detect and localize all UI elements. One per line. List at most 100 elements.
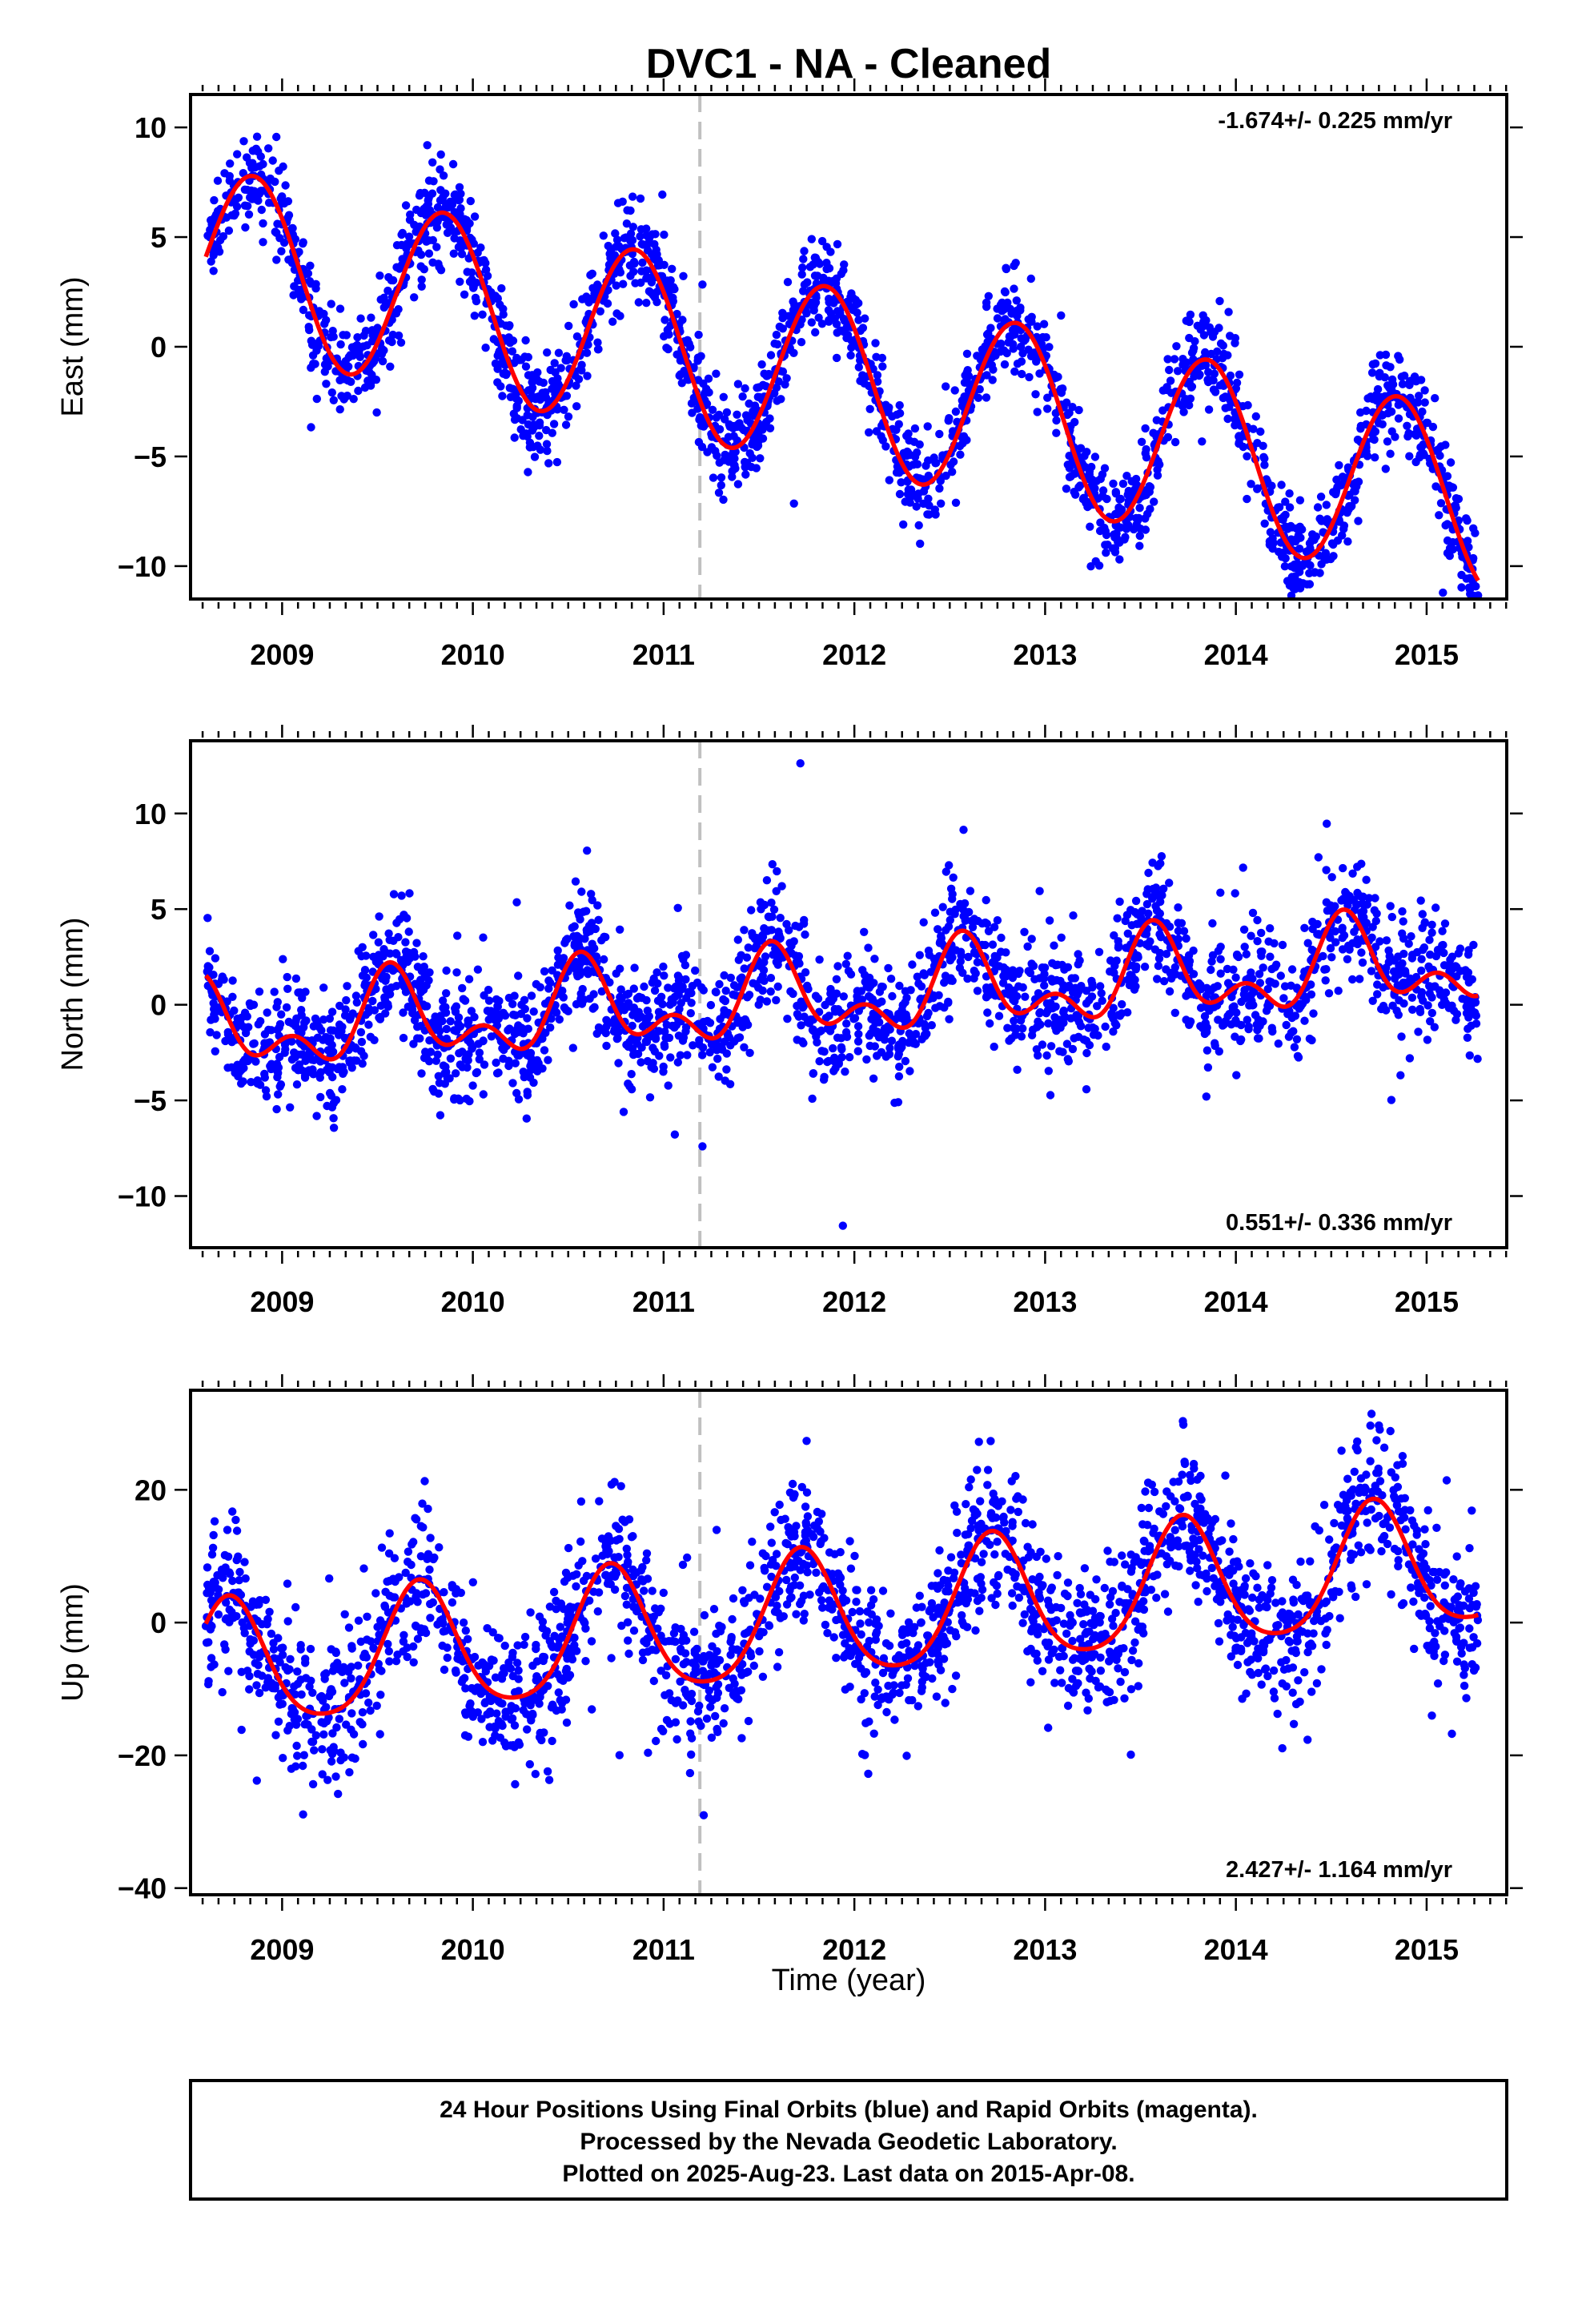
data-point [593, 345, 603, 354]
data-point [822, 259, 831, 267]
data-point [224, 226, 234, 235]
data-point [1248, 908, 1258, 918]
data-point [561, 420, 571, 429]
data-point [277, 199, 287, 208]
data-point [452, 1002, 461, 1011]
data-point [571, 877, 580, 886]
data-point [836, 308, 845, 317]
data-point [1323, 819, 1331, 828]
data-point [559, 954, 568, 963]
data-point [661, 316, 669, 324]
data-point [923, 510, 932, 519]
data-point [1123, 929, 1133, 939]
data-point [283, 213, 292, 223]
data-point [384, 336, 394, 345]
data-point [990, 923, 999, 931]
data-point [1363, 900, 1372, 909]
data-point [255, 987, 264, 996]
data-point [1010, 367, 1019, 376]
data-point [1059, 1019, 1068, 1027]
data-point [877, 982, 886, 991]
data-point [270, 987, 279, 996]
data-point [1291, 535, 1301, 544]
data-point [841, 1027, 851, 1037]
data-point [1038, 332, 1047, 342]
data-point [357, 1037, 367, 1047]
data-point [659, 1068, 668, 1076]
data-point [464, 975, 474, 983]
data-point [1454, 494, 1464, 504]
data-point [846, 351, 855, 360]
data-point [815, 1057, 824, 1066]
data-point [1274, 1039, 1283, 1048]
data-point [1027, 1031, 1037, 1039]
data-point [417, 275, 426, 284]
data-point [626, 206, 635, 215]
data-point [998, 979, 1008, 987]
data-point [1209, 376, 1218, 385]
data-point [984, 292, 994, 300]
data-point [1015, 967, 1024, 975]
data-point [397, 240, 406, 250]
data-point [1451, 962, 1460, 971]
data-point [1354, 477, 1363, 486]
data-point [1141, 448, 1150, 458]
data-point [287, 259, 297, 267]
data-point [510, 433, 519, 442]
data-point [763, 372, 772, 380]
data-point [586, 271, 595, 279]
data-point [565, 901, 574, 910]
data-point [1323, 517, 1331, 527]
data-point [1216, 339, 1226, 348]
data-point [1153, 471, 1162, 480]
data-point [1387, 1096, 1396, 1104]
data-point [369, 931, 378, 939]
data-point [706, 1000, 716, 1010]
data-point [1126, 906, 1135, 915]
data-point [233, 150, 242, 159]
data-point [1462, 574, 1472, 583]
data-point [1142, 899, 1152, 909]
data-point [438, 996, 448, 1005]
x-tick-label: 2013 [1013, 638, 1077, 671]
data-point [902, 993, 911, 1003]
data-point [1255, 1034, 1263, 1043]
data-point [765, 913, 773, 922]
data-point [773, 866, 781, 876]
data-point [1329, 552, 1338, 561]
data-point [1300, 1016, 1309, 1025]
data-point [498, 392, 507, 400]
data-point [275, 1023, 283, 1032]
data-point [618, 197, 627, 206]
data-point [885, 1025, 894, 1034]
data-point [1326, 943, 1335, 953]
data-point [425, 1036, 434, 1045]
data-point [1291, 585, 1299, 593]
data-point [252, 132, 262, 141]
data-point [791, 921, 800, 931]
data-point [997, 340, 1006, 348]
data-point [1090, 452, 1100, 461]
data-point [1074, 1015, 1082, 1023]
data-point [1237, 997, 1246, 1007]
data-point [524, 468, 532, 476]
data-point [1276, 971, 1286, 980]
data-point [501, 321, 511, 330]
data-point [405, 239, 414, 249]
data-point [885, 476, 894, 485]
data-point [762, 997, 772, 1006]
data-point [1425, 989, 1435, 998]
data-point [1208, 951, 1218, 960]
data-point [1415, 392, 1423, 400]
data-point [1255, 979, 1265, 987]
data-point [636, 1058, 645, 1067]
plot-frame [189, 93, 1508, 601]
data-point [1074, 950, 1082, 959]
data-point [253, 1079, 262, 1088]
data-point [872, 352, 881, 361]
data-point [781, 380, 789, 389]
data-point [1040, 970, 1049, 979]
data-point [274, 1090, 283, 1099]
y-tick-label: 10 [135, 798, 167, 830]
y-tick-label: 0 [151, 989, 167, 1022]
